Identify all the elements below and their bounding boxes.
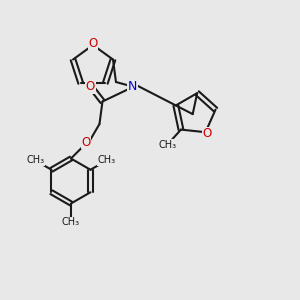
Text: CH₃: CH₃ <box>62 218 80 227</box>
Text: CH₃: CH₃ <box>26 155 44 165</box>
Text: O: O <box>88 37 98 50</box>
Text: CH₃: CH₃ <box>158 140 177 149</box>
Text: CH₃: CH₃ <box>98 155 116 165</box>
Text: N: N <box>128 80 137 93</box>
Text: O: O <box>202 127 211 140</box>
Text: O: O <box>86 80 95 93</box>
Text: O: O <box>81 136 91 148</box>
